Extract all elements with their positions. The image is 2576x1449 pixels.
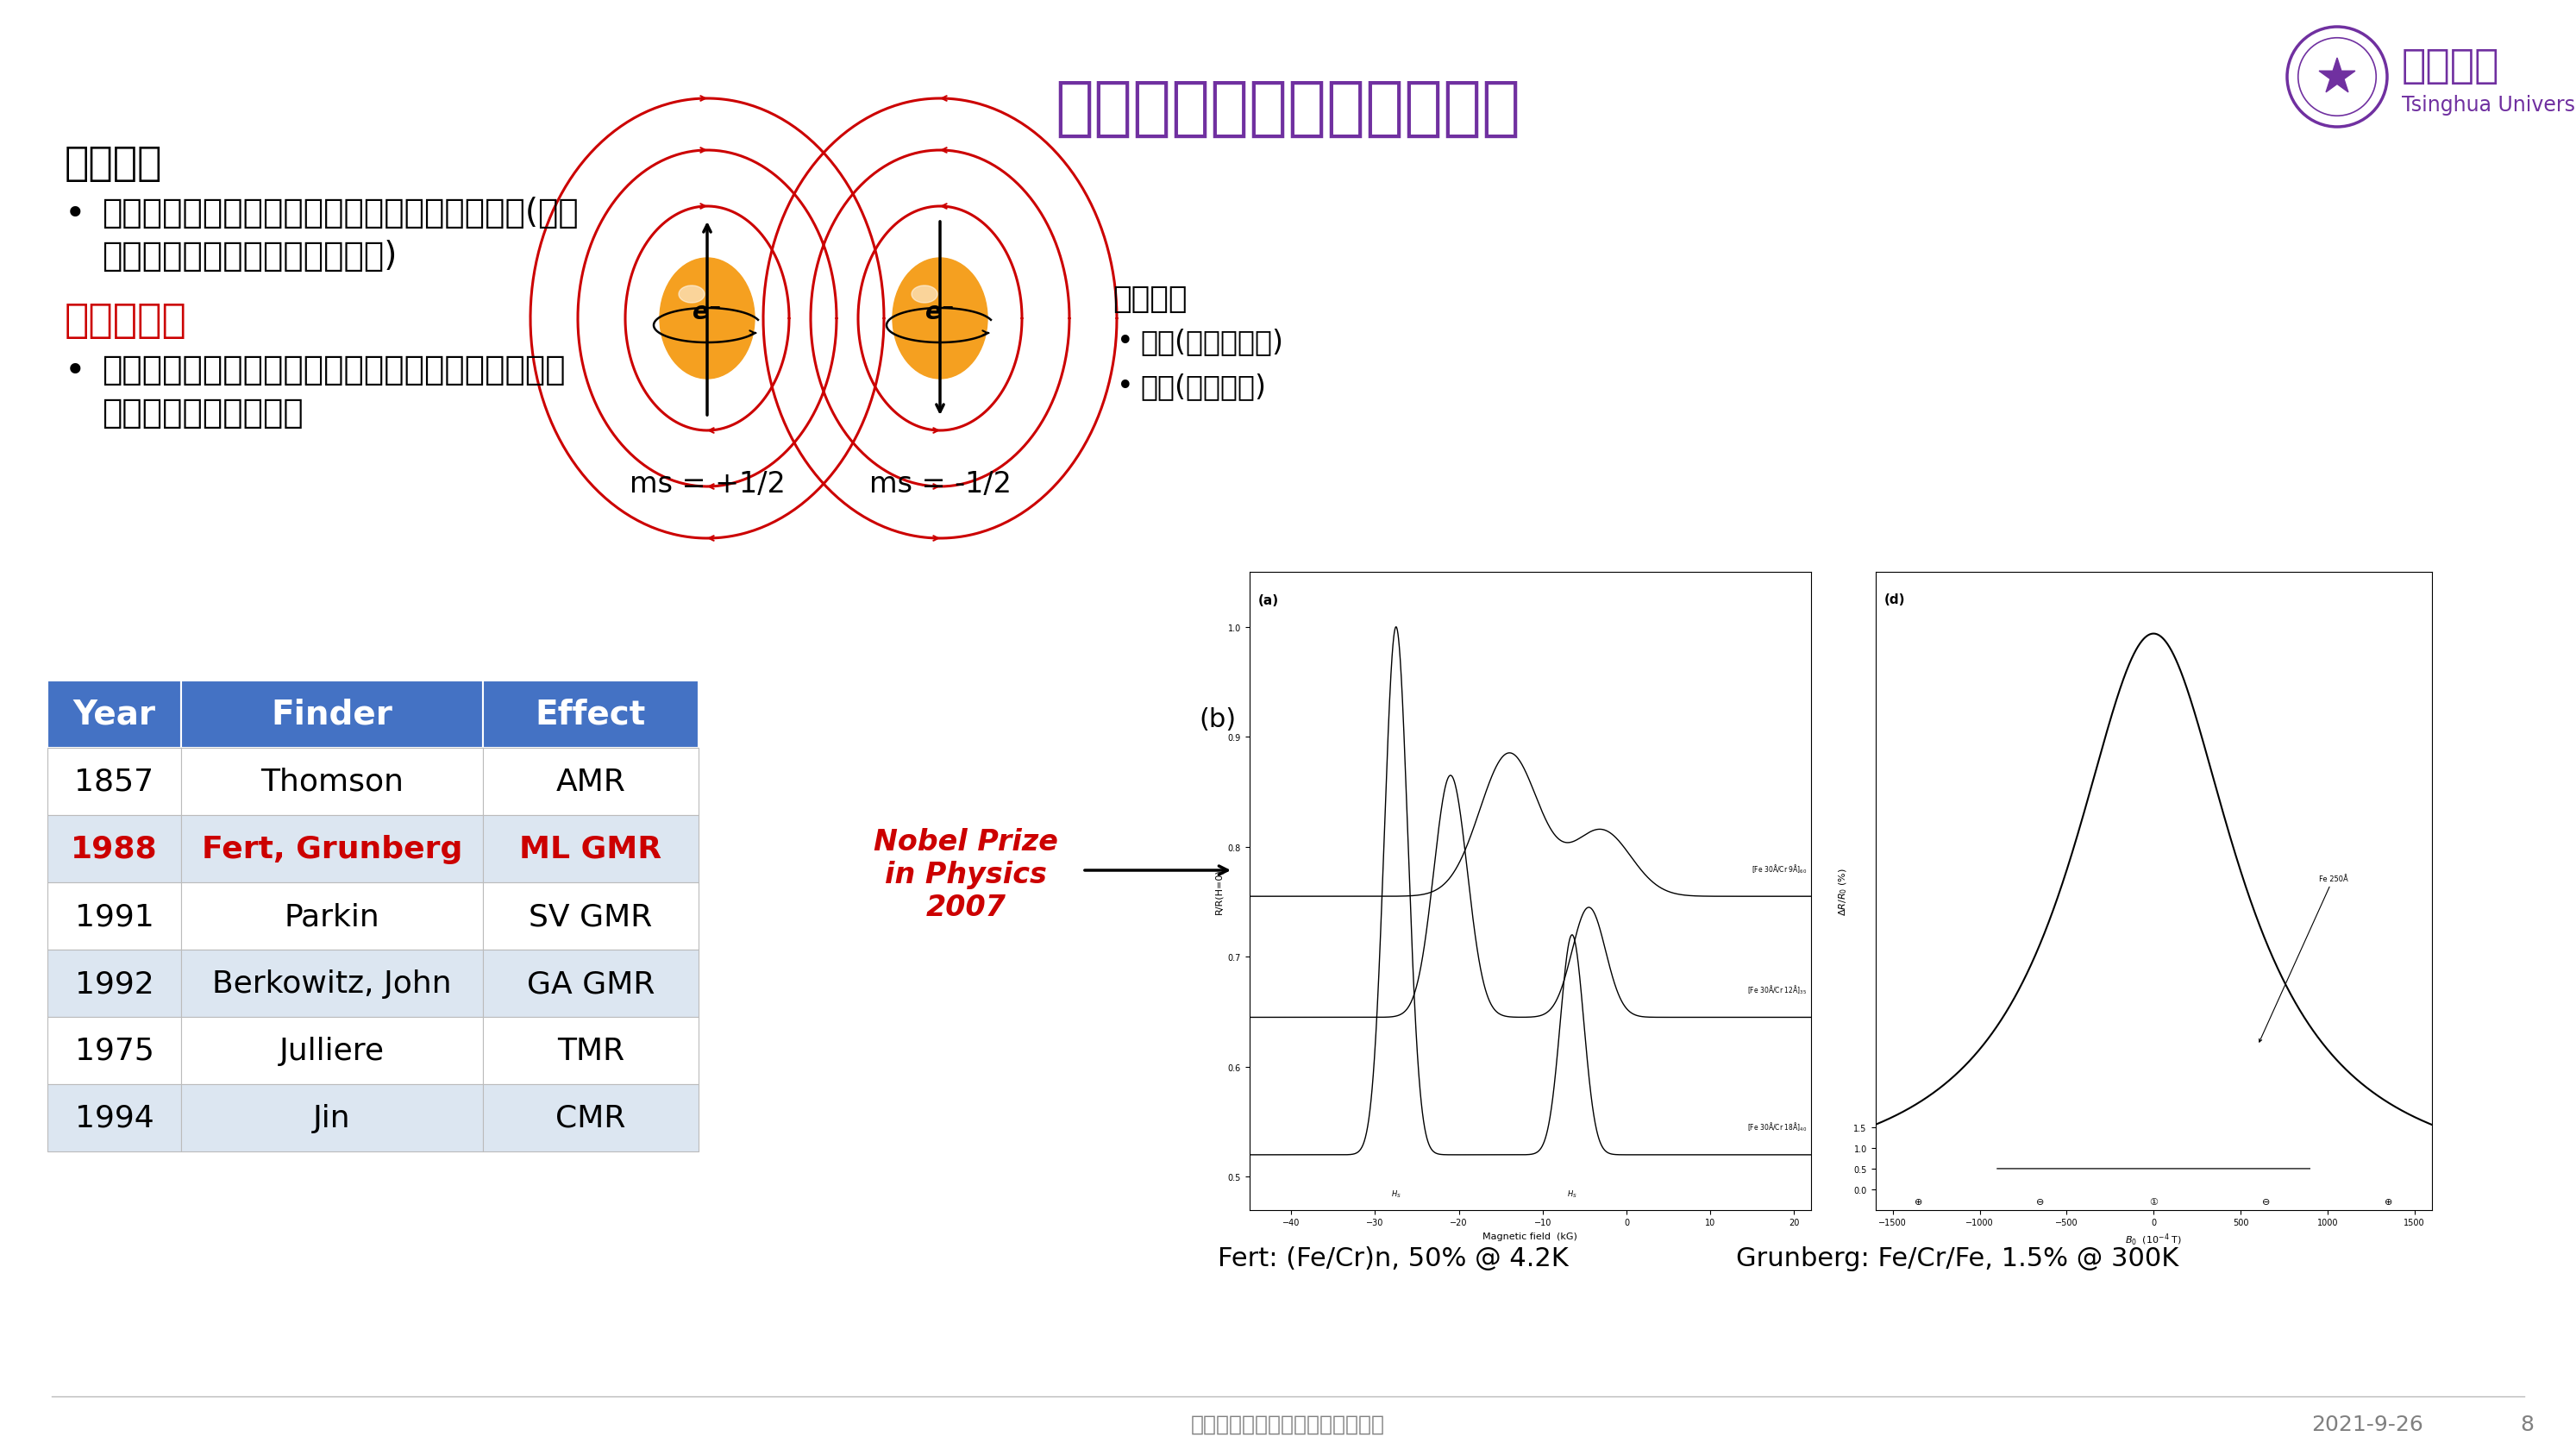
Text: 中国电工技术学会新媒体平台发布: 中国电工技术学会新媒体平台发布: [1190, 1414, 1383, 1435]
Ellipse shape: [677, 287, 706, 303]
Text: •: •: [1118, 372, 1133, 401]
Text: 电荷(常规电子学): 电荷(常规电子学): [1141, 327, 1283, 356]
Bar: [482, 681, 698, 748]
X-axis label: Magnetic field  (kG): Magnetic field (kG): [1484, 1232, 1577, 1240]
Text: TMR: TMR: [556, 1036, 623, 1065]
Text: ⊖: ⊖: [2038, 1197, 2045, 1206]
Text: Fert, Grunberg: Fert, Grunberg: [201, 835, 464, 864]
Text: ML GMR: ML GMR: [520, 835, 662, 864]
Text: Effect: Effect: [536, 698, 647, 730]
Text: ms = -1/2: ms = -1/2: [868, 469, 1012, 498]
Text: 1975: 1975: [75, 1036, 155, 1065]
Bar: [46, 882, 180, 951]
Text: AMR: AMR: [556, 767, 626, 797]
Text: Grunberg: Fe/Cr/Fe, 1.5% @ 300K: Grunberg: Fe/Cr/Fe, 1.5% @ 300K: [1736, 1246, 2179, 1271]
Text: Nobel Prize
in Physics
2007: Nobel Prize in Physics 2007: [873, 827, 1059, 922]
Bar: [180, 951, 482, 1017]
Bar: [46, 681, 180, 748]
Bar: [46, 748, 180, 816]
Bar: [46, 951, 180, 1017]
Y-axis label: $\Delta R/R_0$ (%): $\Delta R/R_0$ (%): [1837, 867, 1850, 916]
Text: •: •: [1118, 327, 1133, 356]
Text: 1857: 1857: [75, 767, 155, 797]
Bar: [482, 882, 698, 951]
Text: [Fe 30Å/Cr 9Å]$_{60}$: [Fe 30Å/Cr 9Å]$_{60}$: [1752, 862, 1806, 875]
Text: Thomson: Thomson: [260, 767, 404, 797]
Text: 磁电子学与磁电阻效应简介: 磁电子学与磁电阻效应简介: [1054, 78, 1520, 141]
Text: e⁻: e⁻: [693, 300, 721, 325]
Text: ms = +1/2: ms = +1/2: [629, 469, 786, 498]
Bar: [180, 681, 482, 748]
Text: e⁻: e⁻: [925, 300, 956, 325]
Text: 8: 8: [2519, 1414, 2535, 1435]
Text: 其电阻发生变化的现象: 其电阻发生变化的现象: [103, 397, 304, 429]
Text: [Fe 30Å/Cr 12Å]$_{35}$: [Fe 30Å/Cr 12Å]$_{35}$: [1747, 982, 1806, 995]
Text: ①: ①: [2148, 1197, 2159, 1206]
Text: 在介观尺度范围内研究自旋极化电子的输运特性(自旋: 在介观尺度范围内研究自旋极化电子的输运特性(自旋: [103, 197, 580, 229]
Text: (b): (b): [1198, 707, 1236, 732]
Text: 2021-9-26: 2021-9-26: [2311, 1414, 2424, 1435]
Text: Berkowitz, John: Berkowitz, John: [211, 969, 451, 998]
Text: (d): (d): [1883, 593, 1906, 606]
Text: Jin: Jin: [314, 1103, 350, 1133]
Bar: [180, 1084, 482, 1152]
Bar: [180, 1017, 482, 1084]
Bar: [482, 816, 698, 882]
Ellipse shape: [894, 258, 987, 380]
Bar: [180, 816, 482, 882]
Text: GA GMR: GA GMR: [526, 969, 654, 998]
Bar: [46, 1017, 180, 1084]
Bar: [482, 1084, 698, 1152]
Polygon shape: [2318, 58, 2354, 93]
Text: 铁、钴、镍等铁磁金属和金属合金在外界磁场作用下: 铁、钴、镍等铁磁金属和金属合金在外界磁场作用下: [103, 354, 564, 387]
Text: $H_S$: $H_S$: [1391, 1188, 1401, 1198]
Bar: [482, 748, 698, 816]
Text: 自旋(磁电子学): 自旋(磁电子学): [1141, 372, 1265, 401]
Text: 电子特性: 电子特性: [1113, 284, 1188, 314]
Bar: [46, 1084, 180, 1152]
Text: Fe 250Å: Fe 250Å: [2259, 875, 2347, 1042]
Text: Finder: Finder: [270, 698, 392, 730]
Text: Fert: (Fe/Cr)n, 50% @ 4.2K: Fert: (Fe/Cr)n, 50% @ 4.2K: [1218, 1246, 1569, 1271]
Text: 1994: 1994: [75, 1103, 155, 1133]
Bar: [482, 1017, 698, 1084]
Text: ⊕: ⊕: [2385, 1197, 2393, 1206]
Text: Julliere: Julliere: [278, 1036, 384, 1065]
Text: •: •: [64, 197, 85, 233]
Text: 1991: 1991: [75, 901, 155, 930]
Text: (a): (a): [1257, 594, 1278, 607]
Text: $H_S$: $H_S$: [1566, 1188, 1577, 1198]
Text: 1992: 1992: [75, 969, 155, 998]
Text: [Fe 30Å/Cr 18Å]$_{40}$: [Fe 30Å/Cr 18Å]$_{40}$: [1747, 1120, 1806, 1133]
Ellipse shape: [912, 287, 938, 303]
Y-axis label: R/R(H=0): R/R(H=0): [1213, 868, 1224, 914]
Text: 清華大學: 清華大學: [2401, 48, 2499, 85]
Text: 1988: 1988: [72, 835, 157, 864]
Text: Tsinghua University: Tsinghua University: [2401, 94, 2576, 116]
Text: 磁电阻效应: 磁电阻效应: [64, 301, 188, 341]
Text: Year: Year: [72, 698, 155, 730]
X-axis label: $B_0$  $(10^{-4}$ T): $B_0$ $(10^{-4}$ T): [2125, 1232, 2182, 1248]
Text: 磁电子学: 磁电子学: [64, 145, 162, 184]
Text: ⊖: ⊖: [2262, 1197, 2269, 1206]
Text: CMR: CMR: [556, 1103, 626, 1133]
Text: Parkin: Parkin: [283, 901, 379, 930]
Bar: [180, 748, 482, 816]
Bar: [180, 882, 482, 951]
Bar: [482, 951, 698, 1017]
Text: ⊕: ⊕: [1914, 1197, 1922, 1206]
Ellipse shape: [659, 258, 755, 380]
Bar: [46, 816, 180, 882]
Text: 极化、自旋相关散射与自旋弛豫): 极化、自旋相关散射与自旋弛豫): [103, 239, 397, 272]
Text: SV GMR: SV GMR: [528, 901, 652, 930]
Text: •: •: [64, 354, 85, 390]
